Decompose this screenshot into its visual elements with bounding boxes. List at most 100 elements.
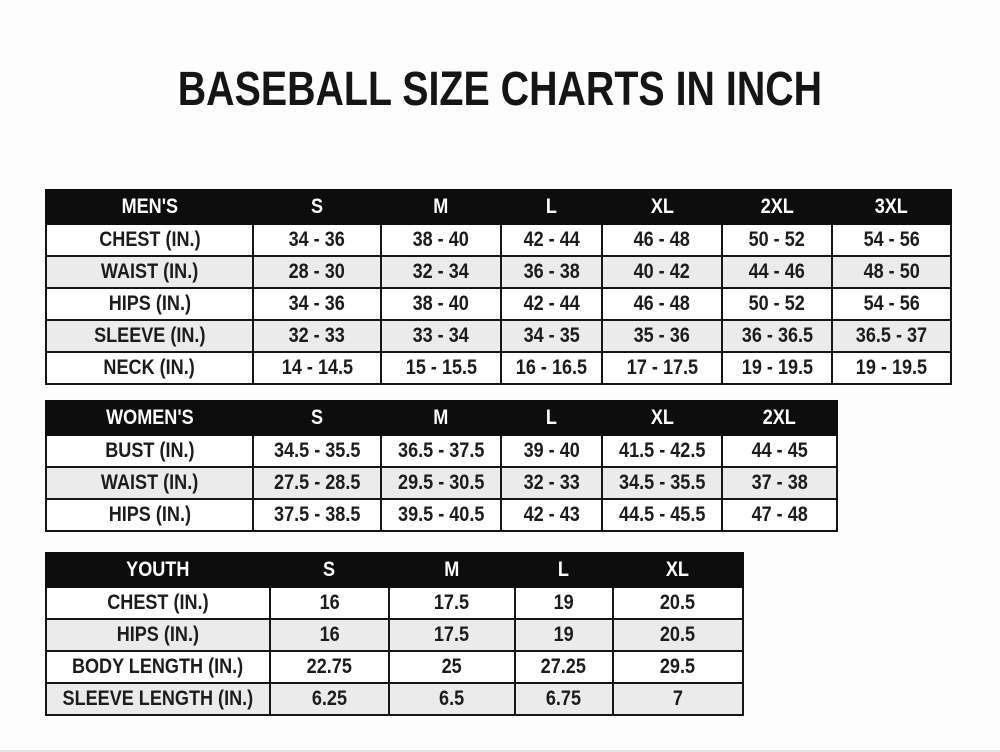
size-value: 16 <box>319 623 340 646</box>
size-header-cell: M <box>380 189 502 225</box>
size-value: 38 - 40 <box>412 228 470 251</box>
header-label: S <box>310 406 324 429</box>
size-value: 50 - 52 <box>748 228 806 251</box>
size-value: 47 - 48 <box>751 503 808 526</box>
size-value-cell: 32 - 33 <box>500 466 603 500</box>
size-value-cell: 20.5 <box>611 618 744 652</box>
size-value: 22.75 <box>306 655 352 678</box>
header-label: 2XL <box>760 195 794 218</box>
size-value: 14 - 14.5 <box>281 356 353 379</box>
measurement-label-cell: WAIST (IN.) <box>45 466 254 500</box>
size-value: 54 - 56 <box>863 228 920 251</box>
size-value: 20.5 <box>660 623 696 646</box>
size-value-cell: 15 - 15.5 <box>380 351 502 385</box>
size-value-cell: 32 - 33 <box>252 319 382 353</box>
size-value: 6.25 <box>311 687 347 710</box>
size-value-cell: 34 - 36 <box>252 287 382 321</box>
table-title-cell: MEN'S <box>45 189 254 225</box>
measurement-label: BODY LENGTH (IN.) <box>72 655 244 678</box>
size-value: 29.5 <box>660 655 696 678</box>
header-label: M <box>433 406 449 429</box>
size-value: 27.25 <box>541 655 587 678</box>
measurement-label: CHEST (IN.) <box>98 228 201 251</box>
size-value-cell: 42 - 43 <box>500 498 603 532</box>
youth-size-table: YOUTH S M L XL CHEST (IN.) 16 17.5 19 20.5 HIPS (I… <box>45 552 744 716</box>
size-value-cell: 14 - 14.5 <box>252 351 382 385</box>
table-header-row: WOMEN'S S M L XL 2XL <box>45 400 838 436</box>
size-value: 54 - 56 <box>863 292 920 315</box>
measurement-label: WAIST (IN.) <box>100 471 199 494</box>
size-value-cell: 19 - 19.5 <box>831 351 952 385</box>
table-row: NECK (IN.) 14 - 14.5 15 - 15.5 16 - 16.5 17 … <box>45 351 952 385</box>
size-value-cell: 38 - 40 <box>380 223 502 257</box>
womens-size-table: WOMEN'S S M L XL 2XL BUST (IN.) 34.5 - 35.5 36.5… <box>45 400 838 532</box>
size-value-cell: 50 - 52 <box>721 287 833 321</box>
size-value: 32 - 34 <box>412 260 470 283</box>
measurement-label: CHEST (IN.) <box>107 591 209 614</box>
size-value-cell: 42 - 44 <box>500 287 603 321</box>
size-value: 46 - 48 <box>633 228 691 251</box>
size-value-cell: 44.5 - 45.5 <box>601 498 723 532</box>
size-value-cell: 42 - 44 <box>500 223 603 257</box>
table-title-cell: YOUTH <box>45 552 271 588</box>
table-row: BUST (IN.) 34.5 - 35.5 36.5 - 37.5 39 - 40 4… <box>45 434 838 468</box>
size-value-cell: 34.5 - 35.5 <box>601 466 723 500</box>
size-value-cell: 19 - 19.5 <box>721 351 833 385</box>
size-value: 38 - 40 <box>412 292 470 315</box>
size-value-cell: 22.75 <box>268 650 390 684</box>
size-value: 46 - 48 <box>633 292 691 315</box>
size-value-cell: 36.5 - 37 <box>831 319 952 353</box>
size-value-cell: 46 - 48 <box>601 223 723 257</box>
measurement-label-cell: HIPS (IN.) <box>45 498 254 532</box>
size-value: 36 - 38 <box>523 260 580 283</box>
size-value-cell: 29.5 - 30.5 <box>380 466 502 500</box>
table-row: HIPS (IN.) 16 17.5 19 20.5 <box>45 618 744 652</box>
size-value: 39.5 - 40.5 <box>397 503 485 526</box>
header-label: S <box>310 195 324 218</box>
size-value-cell: 27.5 - 28.5 <box>252 466 382 500</box>
page-title-text: BASEBALL SIZE CHARTS IN INCH <box>177 63 823 116</box>
size-value: 16 <box>319 591 340 614</box>
measurement-label-cell: SLEEVE (IN.) <box>45 319 254 353</box>
measurement-label: NECK (IN.) <box>103 356 196 379</box>
table-title-cell: WOMEN'S <box>45 400 254 436</box>
header-label: XL <box>650 195 674 218</box>
size-value-cell: 34 - 36 <box>252 223 382 257</box>
table-header-row: MEN'S S M L XL 2XL 3XL <box>45 189 952 225</box>
size-value: 6.75 <box>546 687 582 710</box>
size-value: 16 - 16.5 <box>515 356 588 379</box>
size-value-cell: 54 - 56 <box>831 223 952 257</box>
size-value: 19 - 19.5 <box>855 356 928 379</box>
size-header-cell: XL <box>601 400 723 436</box>
size-value: 19 - 19.5 <box>741 356 813 379</box>
size-header-cell: 2XL <box>721 189 833 225</box>
size-value-cell: 39.5 - 40.5 <box>380 498 502 532</box>
table-row: CHEST (IN.) 16 17.5 19 20.5 <box>45 586 744 620</box>
size-value-cell: 32 - 34 <box>380 255 502 289</box>
size-value-cell: 44 - 45 <box>721 434 838 468</box>
measurement-label: HIPS (IN.) <box>108 292 191 315</box>
size-value-cell: 37 - 38 <box>721 466 838 500</box>
size-value: 29.5 - 30.5 <box>397 471 485 494</box>
measurement-label-cell: CHEST (IN.) <box>45 586 271 620</box>
size-value-cell: 29.5 <box>611 650 744 684</box>
table-row: WAIST (IN.) 28 - 30 32 - 34 36 - 38 40 - 42 4… <box>45 255 952 289</box>
size-value-cell: 47 - 48 <box>721 498 838 532</box>
measurement-label-cell: BODY LENGTH (IN.) <box>45 650 271 684</box>
size-value-cell: 28 - 30 <box>252 255 382 289</box>
measurement-label-cell: HIPS (IN.) <box>45 618 271 652</box>
measurement-label-cell: HIPS (IN.) <box>45 287 254 321</box>
size-header-cell: M <box>387 552 516 588</box>
size-header-cell: XL <box>601 189 723 225</box>
size-value: 50 - 52 <box>748 292 806 315</box>
size-header-cell: L <box>500 189 603 225</box>
size-value: 36.5 - 37 <box>855 324 928 347</box>
size-value: 32 - 33 <box>288 324 346 347</box>
size-value-cell: 46 - 48 <box>601 287 723 321</box>
size-value: 34.5 - 35.5 <box>618 471 706 494</box>
size-value-cell: 35 - 36 <box>601 319 723 353</box>
size-value: 27.5 - 28.5 <box>273 471 361 494</box>
size-value-cell: 16 - 16.5 <box>500 351 603 385</box>
size-value-cell: 27.25 <box>513 650 614 684</box>
